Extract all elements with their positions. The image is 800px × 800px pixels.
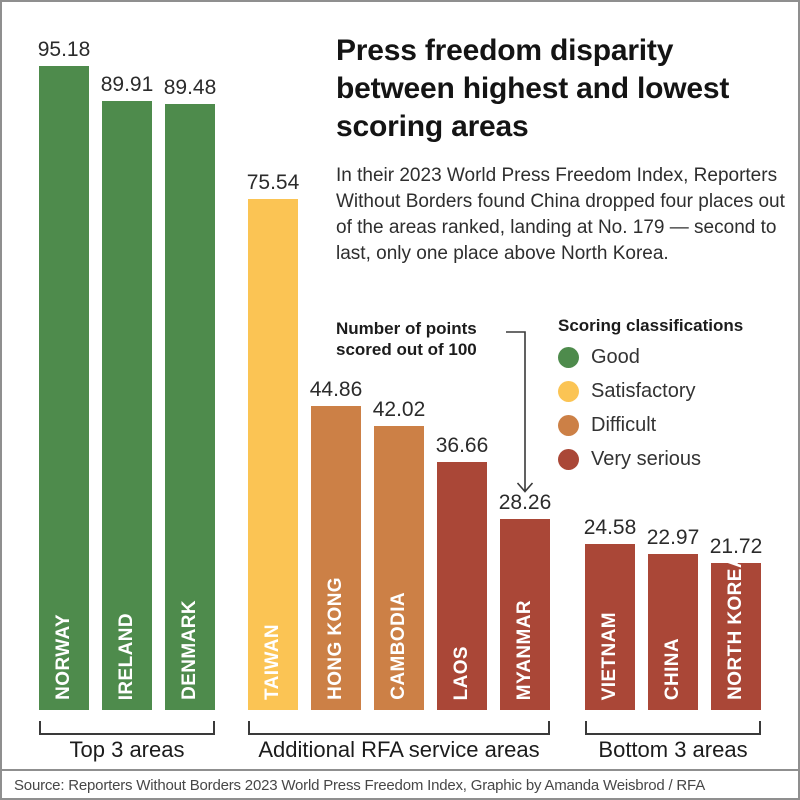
bar-norway: 95.18 NORWAY	[38, 38, 90, 710]
bar-value-label: 42.02	[372, 398, 426, 421]
bar-denmark: 89.48 DENMARK	[164, 76, 216, 710]
bar-country-label: CHINA	[662, 637, 683, 700]
bar-group-additional-rfa-service-areas: 75.54 TAIWAN 44.86 HONG KONG 42.02 CAMBODIA 36…	[247, 171, 551, 710]
bar-china: 22.97 CHINA	[647, 526, 699, 710]
bar-group-top-3-areas: 95.18 NORWAY 89.91 IRELAND 89.48 DENMARK	[38, 38, 216, 710]
bar-country-label: VIETNAM	[599, 611, 620, 700]
legend-item-satisfactory: Satisfactory	[558, 380, 758, 403]
bar-value-label: 36.66	[435, 434, 489, 457]
source-caption: Source: Reporters Without Borders 2023 W…	[14, 777, 705, 794]
group-label-additional-rfa-service-areas: Additional RFA service areas	[258, 737, 540, 762]
group-bracket-3	[585, 721, 761, 735]
axis-annotation: Number of points scored out of 100	[336, 319, 477, 359]
bar-value-label: 89.48	[163, 76, 217, 99]
bar-myanmar: 28.26 MYANMAR	[499, 491, 551, 710]
legend-swatch-good-icon	[558, 347, 579, 368]
legend-swatch-difficult-icon	[558, 415, 579, 436]
legend-item-label: Satisfactory	[591, 380, 696, 402]
bar-value-label: 95.18	[37, 38, 91, 61]
bar-country-label: HONG KONG	[325, 577, 346, 700]
group-label-bottom-3-areas: Bottom 3 areas	[598, 737, 748, 762]
headline-block: Press freedom disparity between highest …	[336, 32, 786, 267]
group-bracket-1	[39, 721, 215, 735]
legend-item-difficult: Difficult	[558, 414, 758, 437]
bar-value-label: 89.91	[100, 73, 154, 96]
legend-title: Scoring classifications	[558, 316, 744, 335]
bar-country-label: DENMARK	[179, 600, 200, 700]
legend-swatch-very-serious-icon	[558, 449, 579, 470]
subtitle-text: In their 2023 World Press Freedom Index,…	[336, 165, 785, 264]
footer-divider	[2, 769, 798, 771]
bar-value-label: 24.58	[583, 516, 637, 539]
bar-value-label: 21.72	[709, 535, 763, 558]
group-label-top-3-areas: Top 3 areas	[69, 737, 185, 762]
bar-value-label: 75.54	[246, 171, 300, 194]
bar-country-label: CAMBODIA	[388, 592, 409, 700]
bar-country-label: LAOS	[451, 645, 472, 700]
legend-item-label: Very serious	[591, 448, 702, 470]
legend-items: Good Satisfactory Difficult Very serious	[558, 346, 758, 471]
bar-cambodia: 42.02 CAMBODIA	[373, 398, 425, 710]
bar-country-label: MYANMAR	[514, 599, 535, 700]
legend: Scoring classifications Good Satisfactory…	[558, 315, 758, 482]
legend-item-label: Difficult	[591, 414, 657, 436]
legend-item-good: Good	[558, 346, 758, 369]
bar-country-label: NORWAY	[53, 614, 74, 700]
group-bracket-2	[248, 721, 550, 735]
legend-item-very-serious: Very serious	[558, 448, 758, 471]
bar-taiwan: 75.54 TAIWAN	[247, 171, 299, 710]
legend-item-label: Good	[591, 346, 640, 368]
bar-laos: 36.66 LAOS	[436, 434, 488, 710]
bar-country-label: TAIWAN	[262, 624, 283, 700]
legend-swatch-satisfactory-icon	[558, 381, 579, 402]
bar-north-korea: 21.72 NORTH KOREA	[710, 535, 762, 710]
bar-country-label: NORTH KOREA	[725, 554, 746, 700]
bar-group-bottom-3-areas: 24.58 VIETNAM 22.97 CHINA 21.72 NORTH KOREA	[584, 516, 762, 710]
bar-vietnam: 24.58 VIETNAM	[584, 516, 636, 710]
bar-ireland: 89.91 IRELAND	[101, 73, 153, 710]
bar-hong-kong: 44.86 HONG KONG	[310, 378, 362, 710]
bar-country-label: IRELAND	[116, 612, 137, 700]
page-title: Press freedom disparity between highest …	[336, 34, 730, 143]
bar-value-label: 22.97	[646, 526, 700, 549]
bar-value-label: 28.26	[498, 491, 552, 514]
bar-value-label: 44.86	[309, 378, 363, 401]
